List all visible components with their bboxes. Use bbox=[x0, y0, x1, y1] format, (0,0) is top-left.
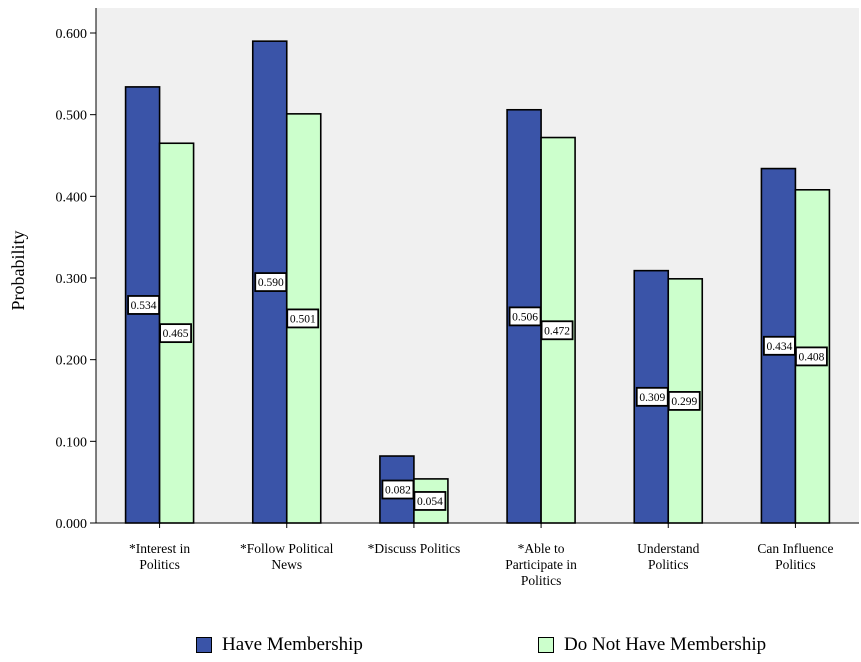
category-label-3: *Able to Participate in Politics bbox=[505, 541, 577, 588]
legend-item-no-membership: Do Not Have Membership bbox=[538, 634, 766, 656]
data-label-box-0-5 bbox=[763, 335, 796, 356]
data-label-0-0: 0.534 bbox=[131, 300, 157, 312]
legend-swatch-no-membership bbox=[538, 637, 554, 653]
data-label-box-1-1 bbox=[286, 308, 320, 329]
chart: 0.534 0.465 0.590 0.501 0.082 0.054 0.506 0.472… bbox=[8, 8, 859, 588]
category-label-2: *Discuss Politics bbox=[368, 541, 461, 556]
data-labels-layer: 0.534 0.465 0.590 0.501 0.082 0.054 0.506 0.472… bbox=[127, 272, 828, 511]
y-tick-label-4: 0.400 bbox=[56, 190, 88, 205]
data-label-0-3: 0.506 bbox=[512, 311, 538, 323]
data-label-box-0-2 bbox=[381, 479, 415, 500]
data-label-1-2: 0.054 bbox=[417, 496, 443, 508]
y-tick-label-2: 0.200 bbox=[56, 354, 88, 369]
category-label-5: Can Influence Politics bbox=[757, 541, 833, 572]
y-tick-label-3: 0.300 bbox=[56, 272, 88, 287]
category-label-1: *Follow Political News bbox=[240, 541, 334, 572]
y-tick-label-1: 0.100 bbox=[56, 435, 88, 450]
data-label-box-1-4 bbox=[667, 391, 701, 411]
data-label-0-1: 0.590 bbox=[258, 277, 284, 289]
plot-area bbox=[96, 8, 859, 523]
data-label-box-0-0 bbox=[127, 295, 160, 315]
legend-label-have-membership: Have Membership bbox=[222, 634, 363, 655]
data-label-0-5: 0.434 bbox=[766, 341, 792, 353]
y-axis-label: Probability bbox=[8, 231, 28, 311]
data-label-box-0-3 bbox=[508, 306, 542, 327]
data-label-1-0: 0.465 bbox=[163, 328, 189, 340]
legend-label-no-membership: Do Not Have Membership bbox=[564, 634, 767, 655]
axes-layer: *Interest in Politics *Follow Political New… bbox=[56, 8, 859, 588]
data-label-box-0-1 bbox=[254, 272, 288, 292]
data-label-1-3: 0.472 bbox=[544, 325, 570, 337]
y-tick-label-6: 0.600 bbox=[56, 27, 88, 42]
legend-item-have-membership: Have Membership bbox=[196, 634, 363, 656]
y-tick-label-5: 0.500 bbox=[56, 109, 88, 124]
category-label-4: Understand Politics bbox=[637, 541, 699, 572]
data-label-1-1: 0.501 bbox=[290, 313, 316, 325]
data-label-1-5: 0.408 bbox=[798, 351, 824, 363]
y-tick-label-0: 0.000 bbox=[56, 517, 88, 532]
data-label-box-1-2 bbox=[413, 491, 447, 511]
data-label-0-2: 0.082 bbox=[385, 485, 411, 497]
data-label-box-1-5 bbox=[795, 346, 828, 367]
legend-swatch-have-membership bbox=[196, 637, 212, 653]
data-label-1-4: 0.299 bbox=[671, 396, 697, 408]
data-label-box-1-0 bbox=[159, 323, 192, 344]
data-label-box-1-3 bbox=[540, 320, 574, 341]
data-label-box-0-4 bbox=[635, 386, 669, 407]
legend: Have Membership Do Not Have Membership bbox=[0, 634, 861, 658]
data-label-0-4: 0.309 bbox=[639, 392, 665, 404]
category-label-0: *Interest in Politics bbox=[129, 541, 190, 572]
